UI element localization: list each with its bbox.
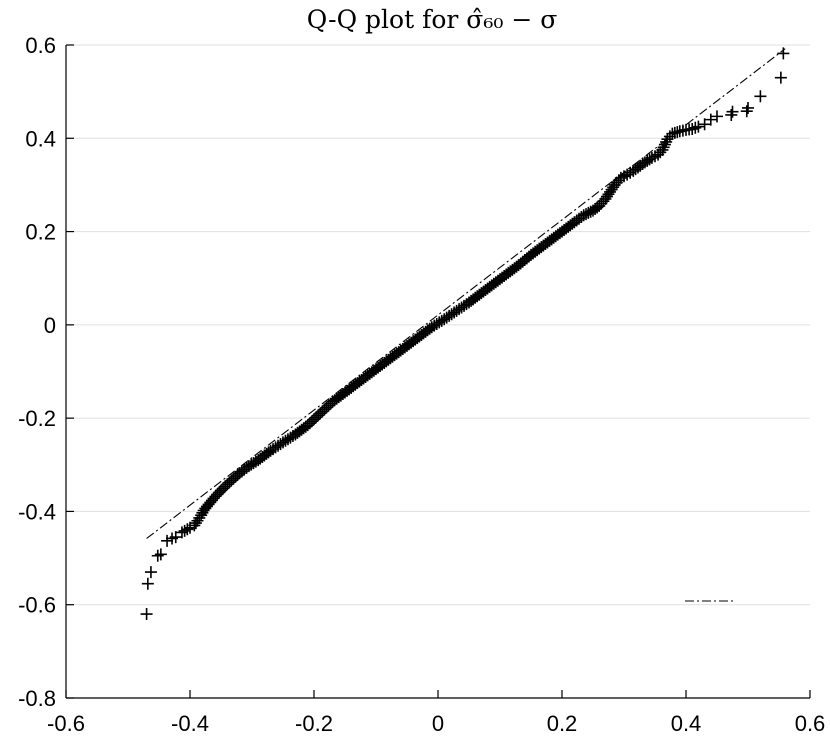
- data-point: [742, 101, 754, 114]
- x-tick-label: -0.4: [171, 711, 209, 736]
- data-point: [161, 534, 174, 547]
- data-point: [657, 141, 670, 154]
- y-tick-label: 0.4: [25, 126, 56, 151]
- data-point: [711, 110, 723, 123]
- axes-layer: [65, 45, 810, 699]
- y-tick-label: -0.6: [18, 593, 56, 618]
- data-point: [618, 170, 630, 183]
- data-point: [284, 431, 297, 444]
- data-point: [425, 321, 438, 334]
- data-point: [656, 143, 669, 156]
- y-tick-label: -0.4: [18, 499, 56, 524]
- data-point: [169, 531, 182, 544]
- x-tick-label: 0.2: [547, 711, 578, 736]
- data-point: [279, 434, 292, 447]
- data-point: [704, 113, 717, 126]
- data-point: [281, 433, 294, 446]
- data-point: [774, 71, 787, 84]
- data-point: [151, 549, 164, 562]
- data-point: [643, 153, 656, 166]
- data-point: [726, 105, 739, 118]
- data-point: [433, 316, 446, 329]
- data-point: [658, 138, 671, 151]
- data-point: [277, 436, 289, 449]
- x-tick-label: 0: [432, 711, 444, 736]
- data-point: [754, 90, 767, 103]
- data-point: [692, 120, 705, 133]
- data-point: [777, 47, 790, 60]
- ticks-layer: 0.60.40.20-0.2-0.4-0.6-0.8-0.6 -0.4 -0.2 0 0…: [18, 33, 825, 736]
- y-tick-label: 0.2: [25, 220, 56, 245]
- data-point: [621, 168, 634, 181]
- x-tick-label: -0.6: [47, 711, 85, 736]
- reference-line: [146, 48, 786, 539]
- y-tick-label: -0.8: [18, 686, 56, 711]
- data-point: [154, 548, 167, 561]
- x-tick-label: 0.4: [671, 711, 702, 736]
- y-tick-label: -0.2: [18, 406, 56, 431]
- points-layer: [140, 47, 790, 621]
- data-point: [428, 319, 441, 332]
- data-point: [178, 524, 191, 537]
- data-point: [193, 511, 206, 524]
- y-tick-label: 0.6: [25, 33, 56, 58]
- data-point: [689, 121, 702, 134]
- data-point: [144, 566, 157, 579]
- data-point: [175, 526, 188, 539]
- data-point: [614, 171, 627, 184]
- data-point: [698, 118, 711, 131]
- data-point: [141, 577, 154, 590]
- data-point: [645, 151, 658, 164]
- chart-title: Q-Q plot for σ̂₆₀ − σ: [307, 5, 558, 34]
- data-point: [686, 122, 699, 135]
- data-point: [740, 105, 753, 118]
- x-tick-label: -0.2: [295, 711, 333, 736]
- data-point: [725, 108, 738, 121]
- data-point: [430, 318, 443, 331]
- y-tick-label: 0: [44, 313, 56, 338]
- grid-layer: [66, 44, 810, 699]
- data-point: [140, 608, 153, 621]
- data-point: [181, 523, 194, 536]
- data-point: [661, 133, 674, 146]
- x-tick-label: 0.6: [795, 711, 826, 736]
